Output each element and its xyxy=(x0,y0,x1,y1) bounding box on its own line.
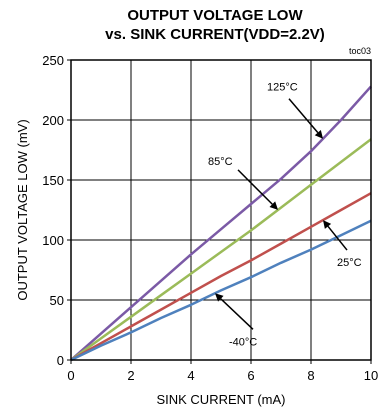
y-tick-label: 100 xyxy=(42,233,64,248)
annotation-arrow xyxy=(288,98,319,134)
y-tick-label: 150 xyxy=(42,173,64,188)
annotation-arrow xyxy=(237,169,273,205)
series-line xyxy=(70,85,372,361)
series-annotation-label: -40°C xyxy=(229,336,257,348)
y-tick-label: 200 xyxy=(42,113,64,128)
x-tick-label: 4 xyxy=(187,368,194,383)
series-line xyxy=(70,219,372,362)
annotation-arrowhead xyxy=(314,130,323,139)
y-tick-label: 50 xyxy=(50,293,64,308)
series-lines xyxy=(70,85,372,362)
series-annotation-label: 125°C xyxy=(267,82,298,94)
x-tick-label: 2 xyxy=(127,368,134,383)
series-annotations: 125°C 85°C 25°C -40°C xyxy=(208,82,362,349)
chart-subtitle: vs. SINK CURRENT(VDD=2.2V) xyxy=(105,26,325,43)
x-tick-label: 0 xyxy=(67,368,74,383)
annotation-arrow xyxy=(220,298,254,330)
annotation-arrowhead xyxy=(215,293,224,302)
x-tick-label: 6 xyxy=(247,368,254,383)
figure-id: toc03 xyxy=(349,46,371,56)
x-axis-label: SINK CURRENT (mA) xyxy=(156,392,285,407)
y-tick-label: 0 xyxy=(57,353,64,368)
y-axis-label: OUTPUT VOLTAGE LOW (mV) xyxy=(15,119,30,300)
series-line xyxy=(70,138,372,362)
x-tick-label: 10 xyxy=(364,368,378,383)
series-line xyxy=(70,192,372,362)
annotation-arrowhead xyxy=(269,201,278,210)
series-annotation-label: 25°C xyxy=(337,257,362,269)
grid-lines xyxy=(71,60,371,360)
y-tick-label: 250 xyxy=(42,53,64,68)
series-annotation-label: 85°C xyxy=(208,156,233,168)
annotation-arrowhead xyxy=(323,220,332,229)
x-tick-label: 8 xyxy=(307,368,314,383)
chart-title: OUTPUT VOLTAGE LOW xyxy=(127,7,303,24)
annotation-arrow xyxy=(327,225,348,251)
plot-frame xyxy=(70,59,372,361)
